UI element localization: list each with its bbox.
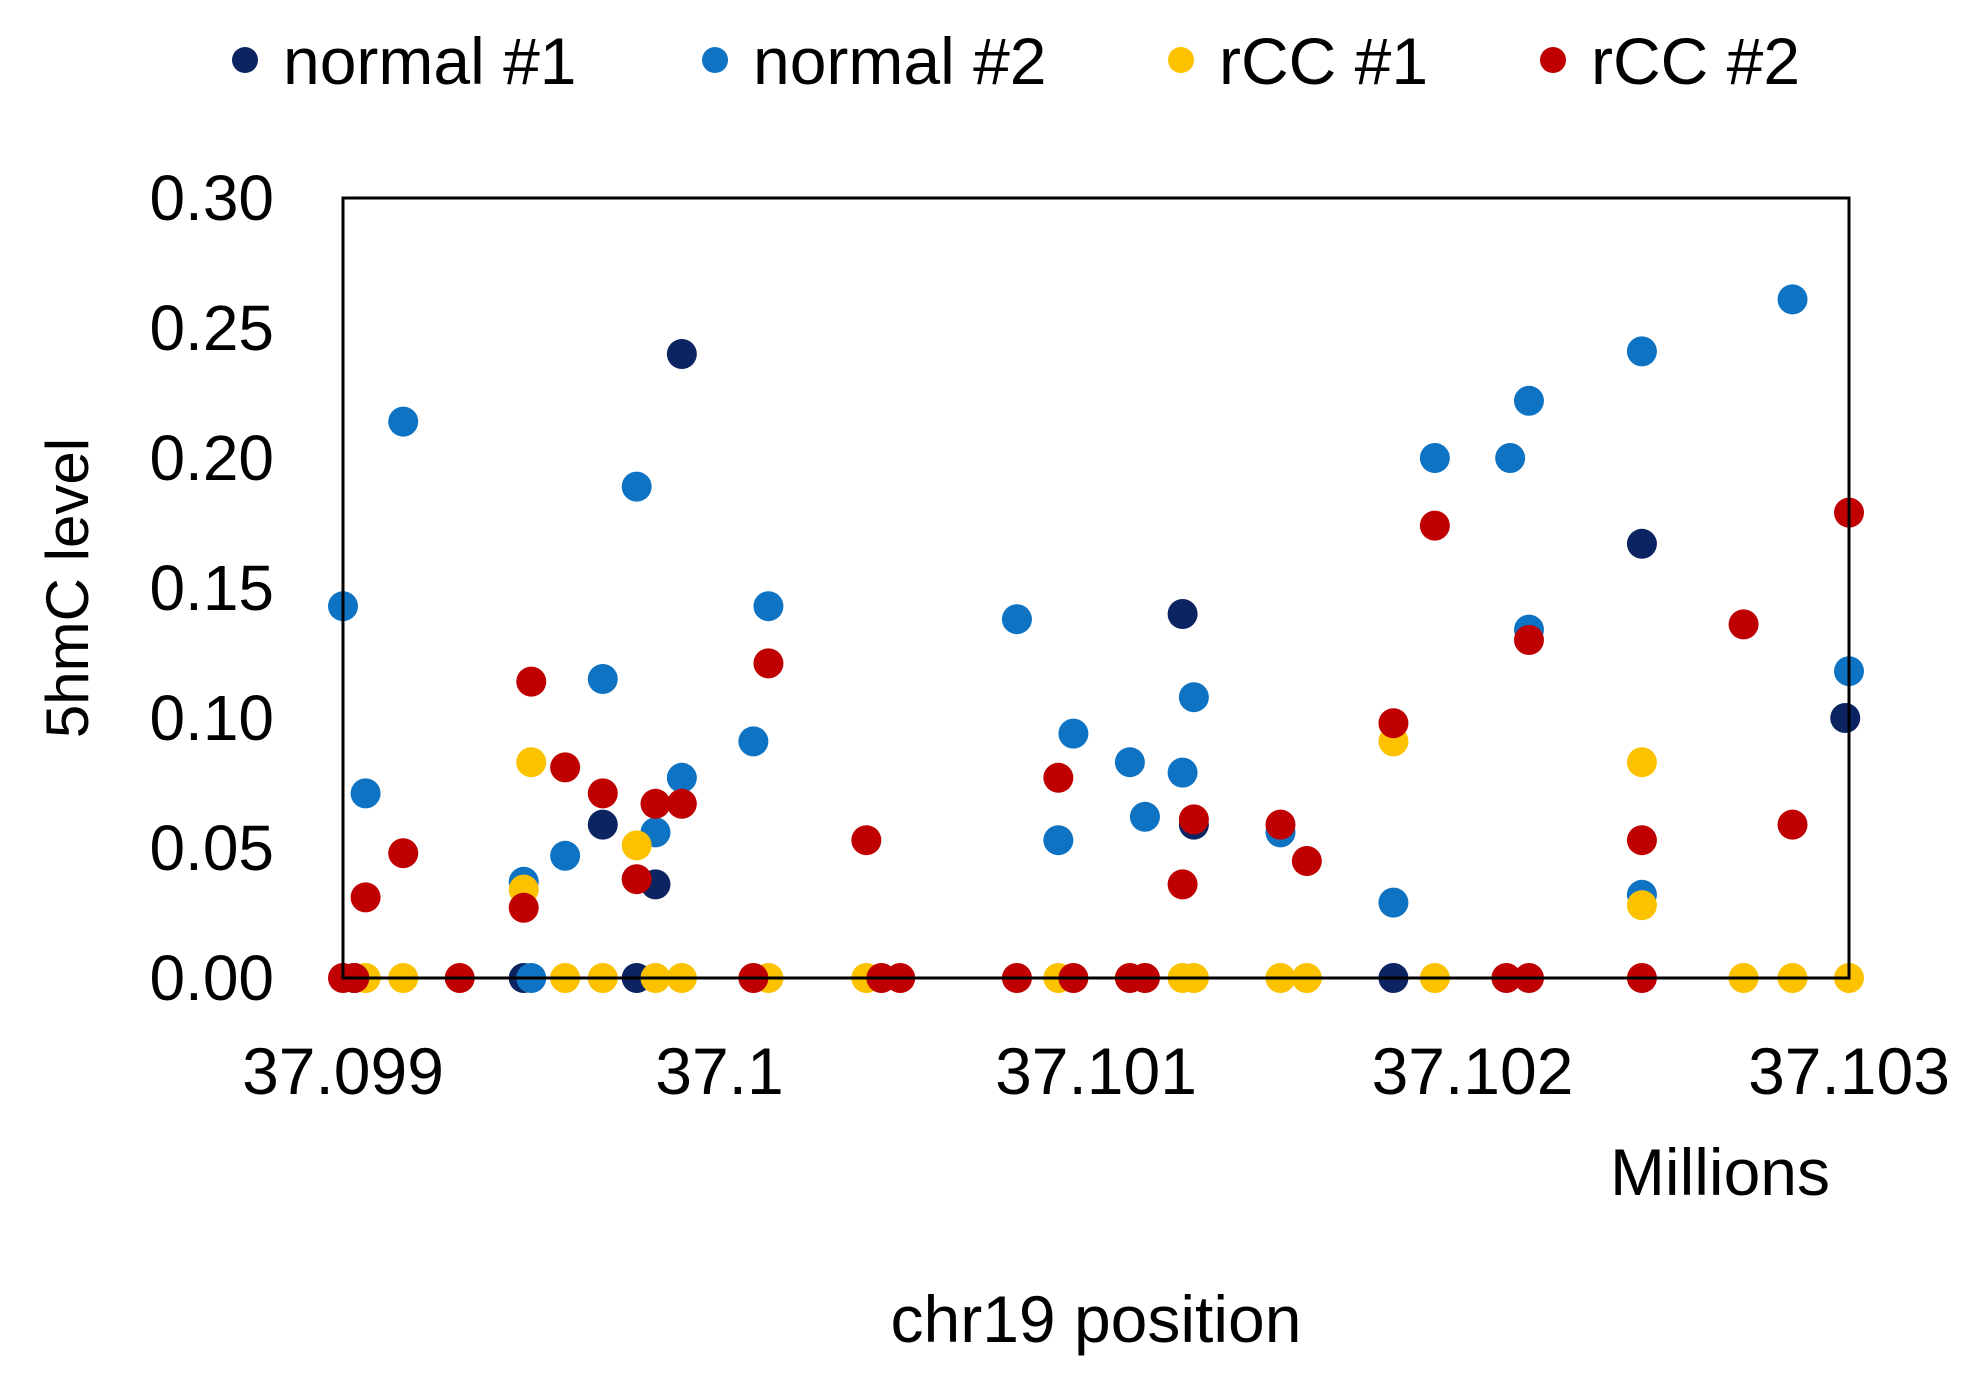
data-point	[550, 840, 581, 871]
data-point	[666, 788, 697, 819]
series-4	[328, 497, 1864, 993]
y-tick-label: 0.25	[149, 292, 274, 364]
data-point	[1114, 747, 1145, 778]
data-point	[1830, 703, 1861, 733]
data-point	[1291, 846, 1322, 876]
data-point	[1167, 757, 1198, 788]
data-point	[388, 838, 419, 869]
data-point	[388, 406, 419, 437]
data-point	[753, 648, 784, 679]
data-point	[1129, 801, 1160, 832]
data-point	[550, 752, 581, 783]
data-point	[1495, 443, 1526, 473]
y-tick-label: 0.10	[149, 682, 274, 754]
data-point	[587, 778, 618, 809]
data-point	[621, 864, 652, 895]
data-point	[1777, 809, 1808, 840]
data-point	[1167, 869, 1198, 900]
legend: normal #1 normal #2 rCC #1 rCC #2	[232, 24, 1800, 98]
data-point	[1626, 747, 1657, 778]
x-tick-label: 37.101	[995, 1034, 1197, 1108]
data-point	[640, 788, 671, 819]
legend-label: normal #2	[753, 24, 1047, 98]
data-point	[1419, 443, 1450, 473]
data-point	[516, 747, 547, 778]
data-point	[587, 809, 618, 840]
y-tick-label: 0.05	[149, 812, 274, 884]
x-tick-label: 37.102	[1372, 1034, 1574, 1108]
y-tick-label: 0.20	[149, 422, 274, 494]
data-point	[621, 471, 652, 502]
data-point	[666, 339, 697, 369]
data-point	[1178, 804, 1209, 835]
data-point	[1043, 762, 1074, 793]
data-point	[1728, 609, 1759, 640]
y-tick-label: 0.00	[149, 942, 274, 1014]
y-axis-ticks: 0.00 0.05 0.10 0.15 0.20 0.25 0.30	[149, 162, 274, 1014]
data-point	[753, 591, 784, 622]
data-point	[1167, 599, 1198, 629]
data-point	[508, 892, 539, 923]
data-point	[851, 825, 882, 856]
data-point	[666, 762, 697, 793]
legend-marker	[702, 47, 728, 73]
data-point	[738, 726, 769, 757]
data-point	[1626, 336, 1657, 367]
data-point	[350, 882, 381, 913]
data-point	[1265, 809, 1296, 840]
data-point	[516, 666, 547, 697]
data-point	[1001, 604, 1032, 635]
x-axis-ticks: 37.099 37.1 37.101 37.102 37.103	[242, 1034, 1950, 1108]
data-point	[1513, 385, 1544, 416]
data-point	[1513, 625, 1544, 655]
data-point	[350, 778, 381, 809]
x-axis-unit-label: Millions	[1610, 1135, 1830, 1209]
y-tick-label: 0.30	[149, 162, 274, 234]
x-tick-label: 37.103	[1748, 1034, 1950, 1108]
data-point	[621, 830, 652, 861]
data-point	[1626, 890, 1657, 921]
legend-label: normal #1	[283, 24, 577, 98]
data-point	[587, 664, 618, 694]
data-point	[1058, 718, 1089, 749]
data-point	[1043, 825, 1074, 856]
legend-marker	[1540, 47, 1566, 73]
x-tick-label: 37.1	[655, 1034, 783, 1108]
legend-item: rCC #2	[1540, 24, 1800, 98]
data-point	[1777, 284, 1808, 315]
data-point	[1378, 887, 1409, 918]
legend-item: normal #1	[232, 24, 577, 98]
series-2	[328, 284, 1864, 993]
legend-marker	[232, 47, 258, 73]
legend-marker	[1168, 47, 1194, 73]
data-point	[1626, 825, 1657, 856]
data-point	[1626, 528, 1657, 559]
legend-item: rCC #1	[1168, 24, 1428, 98]
data-points	[328, 284, 1864, 993]
y-axis-label: 5hmC level	[34, 438, 101, 738]
data-point	[1378, 708, 1409, 739]
data-point	[1178, 682, 1209, 713]
y-tick-label: 0.15	[149, 552, 274, 624]
data-point	[1419, 510, 1450, 541]
x-axis-label: chr19 position	[891, 1282, 1302, 1356]
legend-label: rCC #2	[1591, 24, 1800, 98]
legend-label: rCC #1	[1219, 24, 1428, 98]
x-tick-label: 37.099	[242, 1034, 444, 1108]
legend-item: normal #2	[702, 24, 1047, 98]
